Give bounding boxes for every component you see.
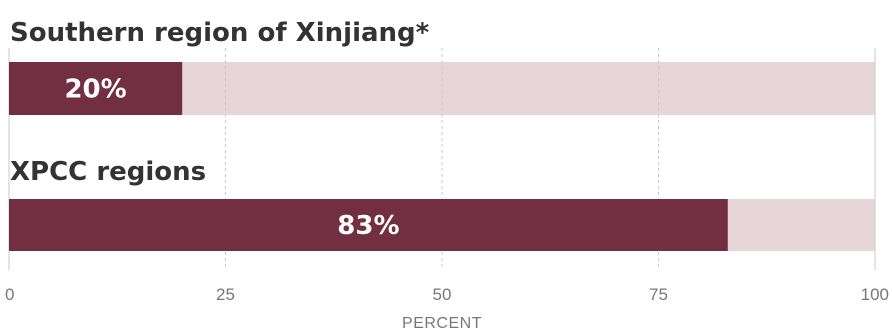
data-label: 20% (64, 75, 126, 105)
x-axis-title: PERCENT (402, 315, 482, 332)
category-label: XPCC regions (10, 157, 206, 187)
data-label: 83% (337, 211, 399, 241)
x-tick-label: 50 (433, 285, 452, 304)
bar-0 (9, 62, 183, 115)
x-tick-label: 0 (5, 285, 14, 304)
x-tick-label: 100 (861, 285, 889, 304)
x-tick-label: 75 (649, 285, 668, 304)
bar-1 (9, 199, 728, 251)
x-tick-label: 25 (216, 285, 235, 304)
category-label: Southern region of Xinjiang* (10, 18, 430, 48)
